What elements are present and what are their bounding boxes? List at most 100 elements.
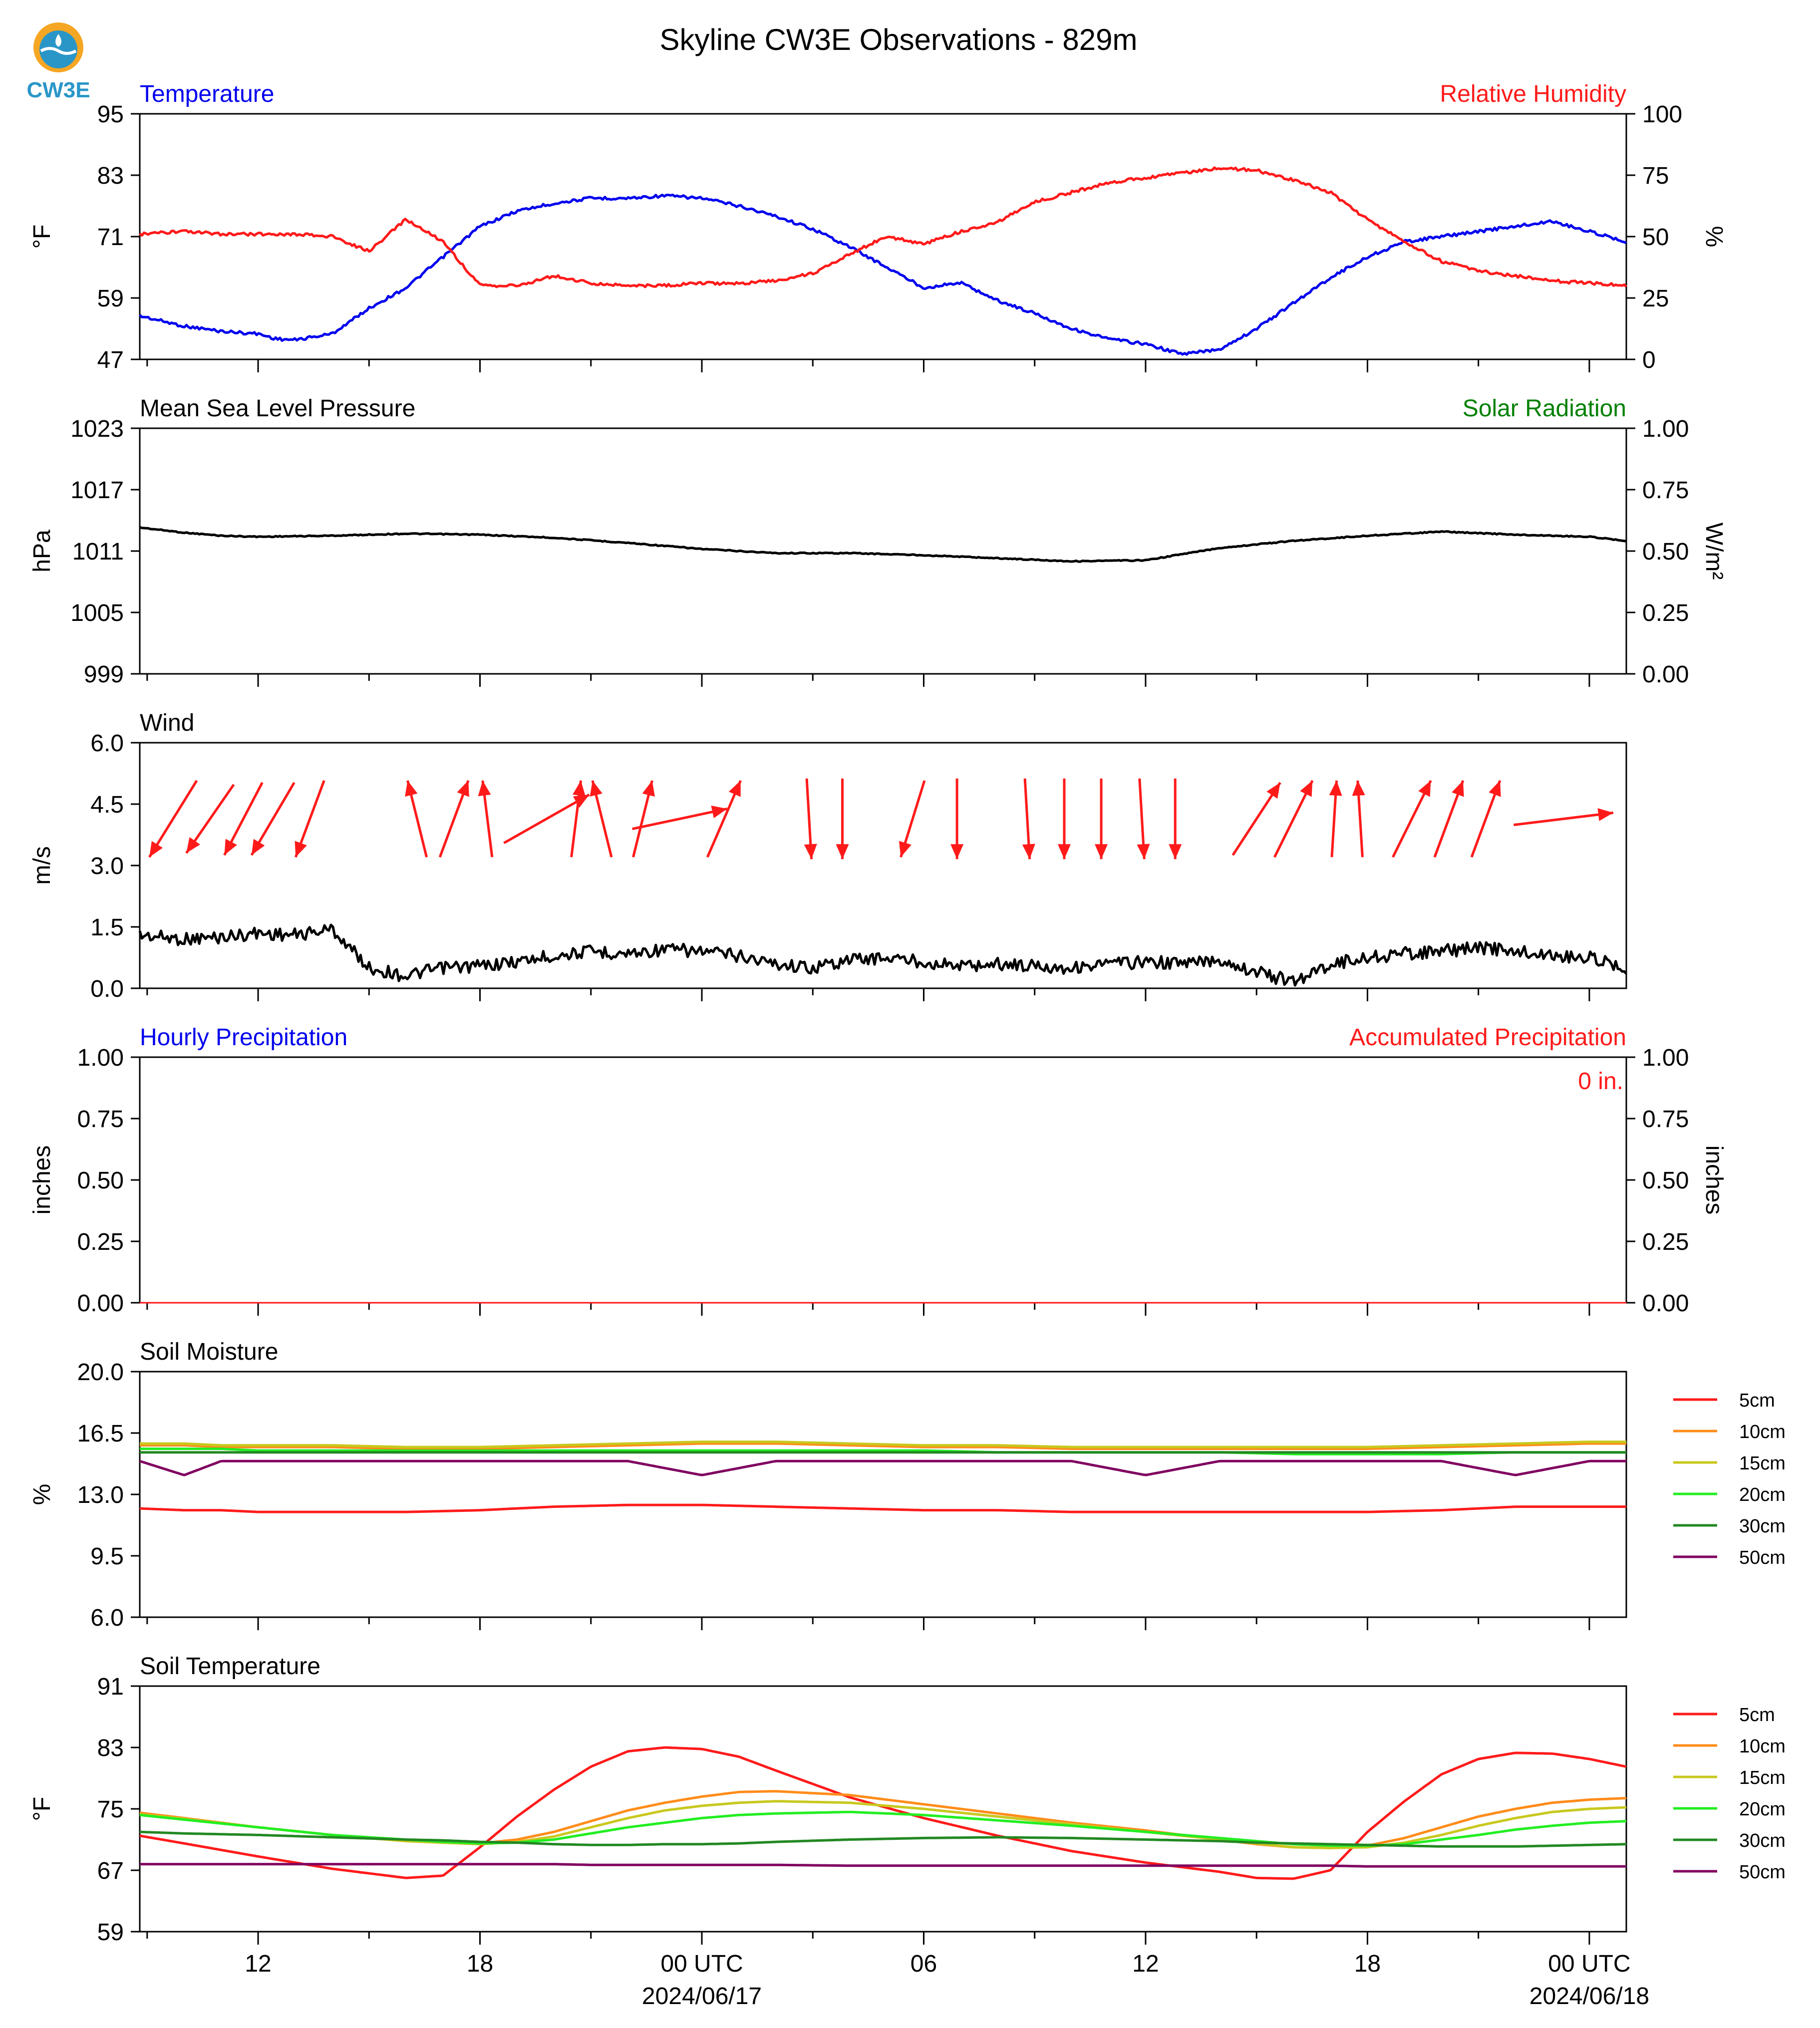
y-axis-label-right: inches	[1701, 1146, 1727, 1215]
accumulated-total-label: 0 in.	[1578, 1068, 1623, 1095]
x-axis: 12 18 00 UTC 2024/06/17 06 12 18 00 UTC 2024/06/…	[245, 1951, 1649, 2010]
series-line-30cm	[139, 1830, 1627, 1848]
panel-mean-sea-level-pressure: Mean Sea Level Pressure Solar Radiation 10…	[29, 395, 1727, 688]
x-tick-label: 12	[1132, 1951, 1159, 1977]
y-tick-label: 13.0	[77, 1482, 124, 1508]
wind-arrow	[590, 780, 613, 858]
wind-arrow	[223, 782, 264, 856]
wind-arrow	[1392, 780, 1432, 858]
wind-arrow-head	[573, 795, 590, 808]
wind-arrow-head	[405, 780, 418, 797]
wind-arrow	[950, 778, 964, 860]
logo-wave-icon	[40, 47, 77, 55]
y-tick-label: 83	[97, 1735, 124, 1761]
y-tick-label: 999	[84, 661, 124, 688]
wind-arrow-head	[836, 844, 849, 860]
x-tick-label: 00 UTC	[660, 1951, 743, 1977]
y-tick-label: 4.5	[90, 792, 124, 818]
wind-arrow-head	[1022, 844, 1035, 860]
series-line-relative-humidity	[139, 166, 1627, 289]
wind-arrow	[148, 780, 198, 858]
y-tick-label-right: 0.00	[1642, 661, 1689, 688]
wind-arrow-shaft	[1514, 811, 1614, 827]
y-tick-label: 91	[97, 1674, 124, 1700]
y-tick-label-right: 0	[1642, 347, 1656, 373]
y-tick-label: 20.0	[77, 1359, 124, 1386]
legend-label: 5cm	[1739, 1705, 1775, 1726]
x-tick-label: 12	[245, 1951, 271, 1977]
y-tick-label: 67	[97, 1858, 124, 1884]
y-tick-label-right: 25	[1642, 286, 1669, 312]
y-axis-label: °F	[29, 1797, 55, 1821]
y-tick-label: 6.0	[90, 1605, 124, 1631]
legend-label: 15cm	[1739, 1767, 1786, 1788]
wind-arrow-head	[224, 839, 237, 856]
y-tick-label-right: 0.25	[1642, 1229, 1689, 1255]
series-line-wind	[138, 923, 1627, 987]
wind-arrow	[1022, 778, 1035, 860]
x-tick-label: 00 UTC	[1548, 1951, 1630, 1977]
plot-frame	[139, 113, 1627, 360]
y-tick-label: 71	[97, 224, 124, 251]
logo-text: CW3E	[26, 78, 90, 102]
y-tick-label: 1.00	[77, 1045, 124, 1071]
wind-arrow-shaft	[503, 793, 590, 845]
series-line-mean-sea-level-pressure	[139, 526, 1627, 563]
wind-arrow	[836, 778, 849, 860]
wind-arrow	[250, 782, 296, 856]
wind-arrow	[438, 780, 470, 858]
y-tick-label-right: 1.00	[1642, 416, 1689, 442]
wind-arrow-head	[1418, 780, 1431, 797]
y-axis-label: °F	[29, 225, 55, 249]
panel-title-left: Wind	[140, 710, 194, 736]
legend-label: 30cm	[1739, 1516, 1786, 1537]
wind-arrow	[632, 780, 655, 858]
y-tick-label-right: 0.50	[1642, 539, 1689, 565]
panel-temperature: Temperature Relative Humidity 95 83 71 59 47 10…	[29, 81, 1727, 373]
panel-title-left: Temperature	[140, 81, 274, 107]
wind-arrow	[185, 784, 235, 854]
series-line-15cm	[140, 1441, 1626, 1449]
y-axis-label: hPa	[29, 530, 55, 573]
wind-arrow-head	[950, 844, 964, 860]
y-tick-label: 75	[97, 1796, 124, 1823]
panel-title-left: Hourly Precipitation	[140, 1024, 347, 1051]
y-tick-label: 1023	[70, 416, 124, 442]
y-tick-label-right: 100	[1642, 101, 1682, 128]
legend-label: 20cm	[1739, 1799, 1786, 1820]
wind-arrow-head	[457, 780, 469, 797]
legend: 5cm 10cm 15cm 20cm 30cm 50cm	[1673, 1390, 1786, 1568]
wind-arrow-head	[590, 780, 603, 797]
series-line-20cm	[139, 1810, 1627, 1847]
y-axis-label: %	[29, 1484, 55, 1505]
wind-arrow	[1169, 778, 1182, 860]
wind-arrow-head	[1169, 844, 1182, 860]
wind-arrow	[294, 780, 325, 858]
panel-hourly-precipitation: Hourly Precipitation Accumulated Precipit…	[29, 1024, 1727, 1317]
panel-title-right: Accumulated Precipitation	[1349, 1024, 1626, 1051]
y-tick-label: 95	[97, 101, 124, 128]
y-tick-label-right: 50	[1642, 224, 1669, 251]
legend: 5cm 10cm 15cm 20cm 30cm 50cm	[1673, 1705, 1786, 1883]
plot-frame	[139, 1371, 1627, 1618]
y-axis-label: inches	[29, 1146, 55, 1215]
plot-frame	[139, 1685, 1627, 1933]
y-tick-label: 9.5	[90, 1543, 124, 1570]
wind-arrow-head	[1452, 780, 1464, 797]
wind-arrow-head	[804, 844, 817, 860]
y-tick-label: 1005	[70, 600, 124, 626]
series-line-10cm	[140, 1442, 1626, 1450]
y-tick-label-right: 75	[1642, 163, 1669, 189]
series-line-20cm	[140, 1448, 1626, 1455]
panel-wind: Wind 6.0 4.5 3.0 1.5 0.0 m/s	[29, 710, 1627, 1002]
y-tick-label: 0.00	[77, 1290, 124, 1317]
wind-arrow-head	[899, 841, 911, 858]
y-tick-label: 0.0	[90, 976, 124, 1002]
legend-label: 20cm	[1739, 1484, 1786, 1505]
wind-arrow-head	[1057, 844, 1071, 860]
y-tick-label: 59	[97, 1919, 124, 1946]
panel-title-left: Soil Temperature	[140, 1653, 320, 1680]
wind-arrow-head	[1489, 780, 1501, 797]
plot-frame	[139, 1056, 1627, 1304]
